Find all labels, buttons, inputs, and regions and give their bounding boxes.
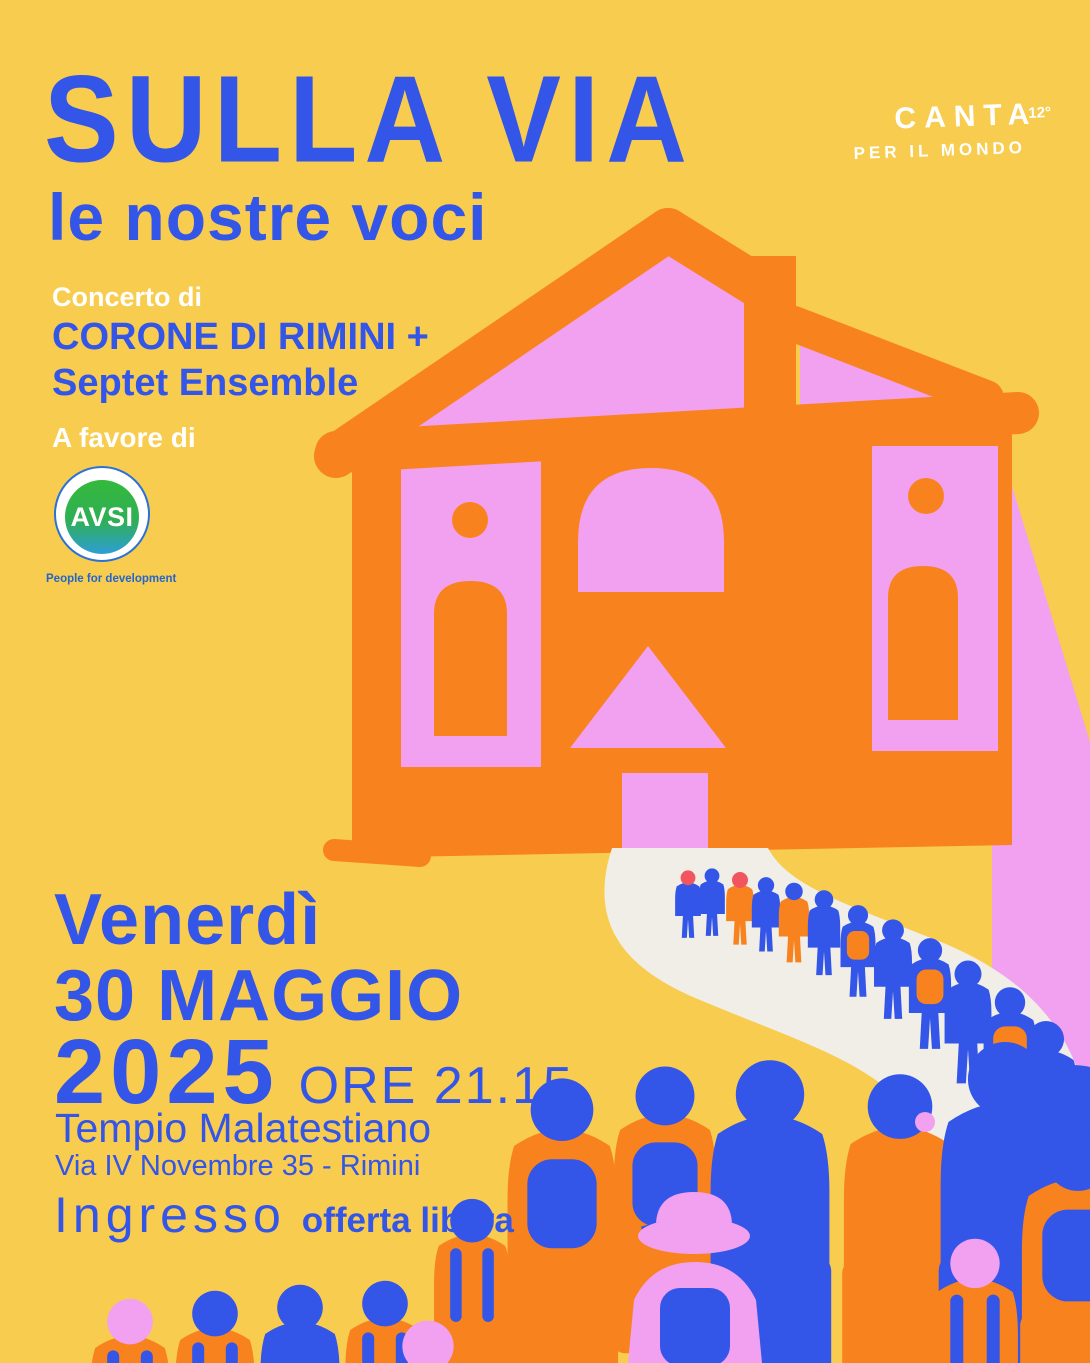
poster-subtitle: le nostre voci bbox=[48, 180, 488, 254]
badge-line1: CANTA bbox=[893, 97, 1038, 136]
event-venue: Tempio Malatestiano bbox=[55, 1105, 432, 1151]
canta-per-il-mondo-badge: CANTA PER IL MONDO 12° bbox=[852, 97, 1084, 163]
hat-person-illustration bbox=[628, 1192, 762, 1363]
church-illustration bbox=[314, 208, 1039, 867]
admission-info: Ingresso offerta libera bbox=[54, 1190, 514, 1240]
door-pediment-icon bbox=[570, 646, 726, 748]
left-arch-window-icon bbox=[434, 581, 507, 736]
event-time: ORE 21.15 bbox=[298, 1057, 574, 1115]
admission-detail: offerta libera bbox=[301, 1201, 514, 1240]
concert-artists-line2: Septet Ensemble bbox=[52, 362, 359, 404]
concert-label: Concerto di bbox=[52, 282, 203, 312]
avsi-logo-globe-icon: AVSI bbox=[65, 480, 139, 554]
avsi-logo-text: AVSI bbox=[70, 501, 134, 532]
avsi-tagline: People for development bbox=[46, 573, 177, 585]
crowd-illustration bbox=[383, 1042, 1090, 1363]
church-door-icon bbox=[622, 773, 708, 855]
event-day: Venerdì bbox=[54, 880, 322, 960]
dome-window-icon bbox=[578, 468, 724, 592]
event-year-time: 2025 ORE 21.15 bbox=[54, 1026, 574, 1118]
beneficiary-label: A favore di bbox=[52, 422, 196, 453]
badge-edition: 12° bbox=[1028, 104, 1052, 122]
left-oculus-icon bbox=[452, 502, 488, 538]
event-date: 30 MAGGIO bbox=[54, 956, 464, 1036]
event-address: Via IV Novembre 35 - Rimini bbox=[55, 1150, 421, 1182]
concert-artists-line1: CORONE DI RIMINI + bbox=[52, 316, 429, 358]
poster-title: SULLA VIA bbox=[44, 50, 694, 188]
event-year: 2025 bbox=[54, 1021, 279, 1123]
admission-label: Ingresso bbox=[54, 1187, 286, 1243]
right-oculus-icon bbox=[908, 478, 944, 514]
right-arch-window-icon bbox=[888, 566, 958, 720]
avsi-logo: AVSI bbox=[54, 466, 150, 562]
